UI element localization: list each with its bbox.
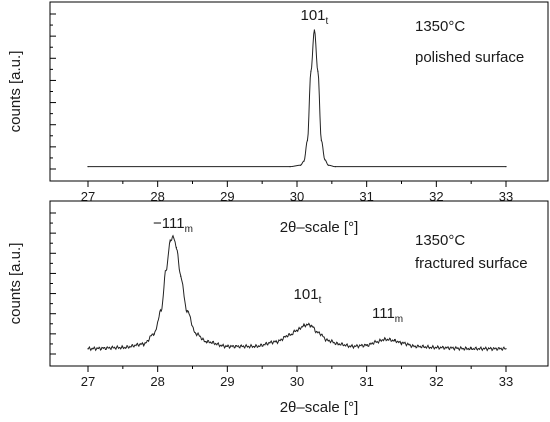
x-tick-label: 33 bbox=[499, 189, 513, 204]
data-point bbox=[317, 70, 319, 72]
data-point bbox=[143, 343, 145, 345]
peak-label-phase: t bbox=[326, 16, 329, 27]
x-axis-label: 2θ–scale [°] bbox=[280, 399, 359, 416]
data-point bbox=[352, 345, 354, 347]
x-tick-label: 27 bbox=[81, 189, 95, 204]
x-tick-label: 27 bbox=[81, 374, 95, 389]
data-point bbox=[386, 338, 389, 341]
x-tick-label: 30 bbox=[290, 374, 304, 389]
peak-label-phase: t bbox=[319, 295, 322, 306]
annotation-line: 1350°C bbox=[415, 18, 465, 35]
peak-label-index: 101 bbox=[301, 7, 326, 24]
data-point bbox=[122, 346, 124, 349]
annotation-line: polished surface bbox=[415, 49, 524, 66]
data-point bbox=[195, 333, 197, 335]
data-point bbox=[299, 164, 302, 166]
data-point bbox=[289, 334, 291, 336]
peak-label-phase: m bbox=[395, 314, 403, 325]
data-point bbox=[160, 310, 162, 312]
x-tick-label: 30 bbox=[290, 189, 304, 204]
x-tick-label: 31 bbox=[359, 374, 373, 389]
peak-label-index: 111 bbox=[372, 305, 395, 322]
data-point bbox=[327, 164, 329, 166]
y-axis-label: counts [a.u.] bbox=[7, 243, 24, 325]
x-tick-label: 28 bbox=[150, 189, 164, 204]
data-point bbox=[87, 166, 89, 168]
annotation-line: 1350°C bbox=[415, 232, 465, 249]
data-point bbox=[169, 241, 171, 243]
plot-frame bbox=[49, 1, 549, 182]
x-tick-label: 32 bbox=[429, 374, 443, 389]
data-point bbox=[400, 342, 403, 344]
x-tick-label: 31 bbox=[359, 189, 373, 204]
chart-panel-2: 27 28 29 30 31 32 33 2θ–scale [°] counts [a.u.] 1… bbox=[7, 200, 549, 416]
x-tick-label: 28 bbox=[150, 374, 164, 389]
data-point bbox=[226, 345, 228, 347]
x-tick-label: 29 bbox=[220, 374, 234, 389]
y-axis-label: counts [a.u.] bbox=[7, 51, 24, 133]
series-line bbox=[88, 29, 506, 168]
x-axis-label: 2θ–scale [°] bbox=[280, 219, 359, 236]
chart-panel-1: 27 28 29 30 31 32 33 2θ–scale [°] counts [a.u.] 1… bbox=[7, 1, 549, 236]
peak-label: 101t bbox=[294, 286, 322, 306]
data-point bbox=[306, 139, 309, 141]
data-point bbox=[175, 246, 178, 249]
data-point bbox=[313, 29, 316, 31]
data-point bbox=[435, 346, 437, 349]
data-point bbox=[87, 348, 89, 350]
peak-label: 111m bbox=[372, 305, 403, 325]
data-point bbox=[383, 338, 385, 341]
data-point bbox=[306, 323, 309, 326]
data-point bbox=[327, 340, 329, 342]
data-point bbox=[289, 166, 291, 168]
peak-label-phase: m bbox=[185, 224, 193, 235]
annotation-line: fractured surface bbox=[415, 255, 528, 272]
data-point bbox=[334, 166, 336, 168]
x-tick-label: 29 bbox=[220, 189, 234, 204]
data-point bbox=[275, 341, 277, 343]
data-point bbox=[153, 333, 155, 335]
data-point bbox=[338, 343, 340, 345]
data-point bbox=[310, 325, 312, 327]
data-point bbox=[186, 310, 188, 312]
x-tick-label: 32 bbox=[429, 189, 443, 204]
data-point bbox=[254, 345, 256, 347]
data-point bbox=[310, 70, 312, 72]
data-point bbox=[165, 269, 167, 272]
data-point bbox=[317, 332, 319, 334]
peak-label-index: 101 bbox=[294, 286, 319, 303]
data-point bbox=[172, 235, 174, 237]
data-point bbox=[470, 348, 472, 350]
data-point bbox=[303, 325, 305, 327]
data-point bbox=[376, 341, 378, 343]
data-point bbox=[324, 159, 326, 161]
data-point bbox=[414, 345, 417, 347]
data-point bbox=[505, 348, 507, 350]
data-point bbox=[180, 275, 182, 277]
data-point bbox=[205, 341, 208, 343]
x-tick-label: 33 bbox=[499, 374, 513, 389]
peak-label: −111m bbox=[153, 215, 193, 235]
data-point bbox=[303, 160, 305, 162]
peak-label-index: −111 bbox=[153, 215, 185, 232]
data-point bbox=[505, 166, 507, 168]
data-point bbox=[366, 344, 368, 346]
peak-label: 101t bbox=[301, 7, 329, 27]
data-point bbox=[393, 340, 396, 342]
data-point bbox=[320, 139, 322, 141]
data-point bbox=[296, 329, 298, 331]
